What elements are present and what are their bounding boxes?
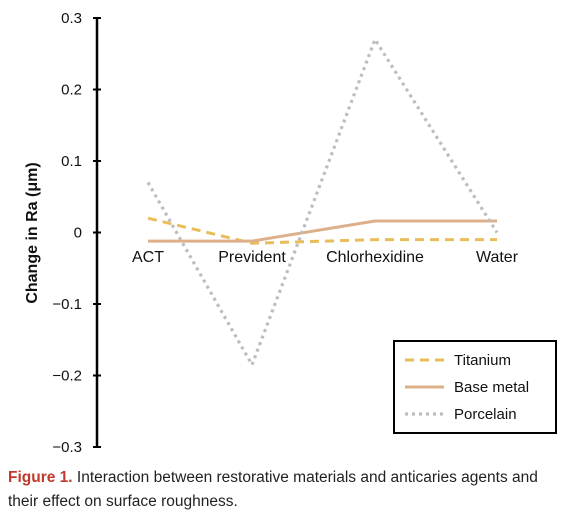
y-tick-label: 0	[74, 225, 82, 242]
figure-label: Figure 1.	[8, 469, 73, 486]
category-label: Prevident	[218, 249, 286, 266]
legend-label: Base metal	[454, 379, 529, 396]
caption-text: Interaction between restorative material…	[8, 469, 538, 510]
series-line-porcelain	[146, 35, 499, 369]
y-tick-label: 0.1	[61, 153, 82, 170]
y-tick-label: −0.1	[52, 296, 82, 313]
category-label: Chlorhexidine	[326, 249, 424, 266]
y-tick-label: 0.2	[61, 82, 82, 99]
y-axis-label: Change in Ra (μm)	[24, 162, 41, 303]
legend-label: Porcelain	[454, 406, 517, 423]
series-lines	[146, 35, 499, 369]
legend: Titanium Base metal Porcelain	[393, 340, 557, 434]
legend-box	[393, 340, 557, 434]
category-label: Water	[476, 249, 519, 266]
y-tick-label: 0.3	[61, 10, 82, 27]
y-tick-label: −0.3	[52, 439, 82, 456]
category-labels: ACT Prevident Chlorhexidine Water	[132, 249, 519, 266]
series-line-base-metal	[148, 219, 497, 243]
legend-label: Titanium	[454, 352, 511, 369]
y-tick-label: −0.2	[52, 368, 82, 385]
figure-caption: Figure 1. Interaction between restorativ…	[8, 466, 568, 514]
category-label: ACT	[132, 249, 164, 266]
y-axis: −0.3 −0.2 −0.1 0 0.1 0.2 0.3	[52, 10, 101, 456]
series-line-titanium	[147, 216, 497, 245]
